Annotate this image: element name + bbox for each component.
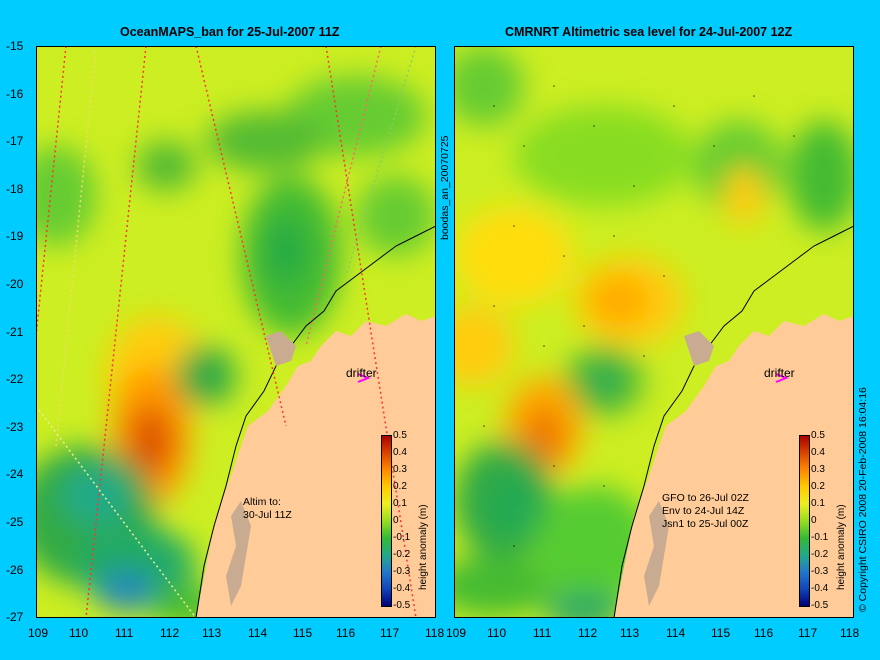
lon-tick: 118 <box>425 626 445 640</box>
lat-tick: -17 <box>6 134 24 148</box>
colorbar-tick: 0.1 <box>393 498 407 509</box>
lat-tick: -26 <box>6 563 24 577</box>
colorbar-tick: -0.1 <box>393 532 411 543</box>
colorbar-tick: 0 <box>393 515 399 526</box>
right-land <box>614 314 854 618</box>
colorbar-tick: -0.5 <box>811 600 829 611</box>
right-colorbar <box>799 435 810 607</box>
colorbar-tick: 0.5 <box>393 430 407 441</box>
colorbar-tick: 0.3 <box>393 464 407 475</box>
lon-tick: 112 <box>578 626 598 640</box>
lon-tick: 116 <box>754 626 774 640</box>
lon-tick: 109 <box>446 626 467 640</box>
colorbar-tick: 0 <box>811 515 817 526</box>
lon-tick: 115 <box>711 626 731 640</box>
right-colorbar-label: height anomaly (m) <box>836 504 847 590</box>
lon-tick: 113 <box>620 626 640 640</box>
colorbar-tick: 0.4 <box>811 447 825 458</box>
lon-tick: 116 <box>336 626 356 640</box>
lon-tick: 111 <box>533 626 552 640</box>
left-drifter-label: drifter <box>346 366 377 380</box>
lat-tick: -23 <box>6 420 24 434</box>
lon-tick: 117 <box>798 626 818 640</box>
lat-tick: -21 <box>6 325 24 339</box>
lon-tick: 110 <box>487 626 507 640</box>
lon-tick: 114 <box>666 626 686 640</box>
lat-tick: -20 <box>6 277 24 291</box>
colorbar-tick: -0.4 <box>811 583 829 594</box>
lon-tick: 109 <box>28 626 49 640</box>
lat-tick: -27 <box>6 610 24 624</box>
colorbar-tick: 0.2 <box>393 481 407 492</box>
right-sat-note: GFO to 26-Jul 02Z Env to 24-Jul 14Z Jsn1… <box>662 492 749 530</box>
colorbar-tick: 0.1 <box>811 498 825 509</box>
colorbar-tick: -0.1 <box>811 532 829 543</box>
right-map-plot <box>454 46 854 618</box>
colorbar-tick: 0.3 <box>811 464 825 475</box>
colorbar-tick: 0.4 <box>393 447 407 458</box>
lat-tick: -18 <box>6 182 24 196</box>
lat-tick: -15 <box>6 39 24 53</box>
lon-tick: 112 <box>160 626 180 640</box>
lon-tick: 115 <box>293 626 313 640</box>
lat-tick: -19 <box>6 229 24 243</box>
drifter-marker-icon <box>357 373 371 383</box>
right-drifter-label: drifter <box>764 366 795 380</box>
colorbar-tick: -0.2 <box>393 549 411 560</box>
lon-tick: 110 <box>69 626 89 640</box>
drifter-marker-icon <box>775 373 789 383</box>
lat-tick: -25 <box>6 515 24 529</box>
lat-tick: -24 <box>6 467 24 481</box>
colorbar-tick: 0.5 <box>811 430 825 441</box>
right-map-title: CMRNRT Altimetric sea level for 24-Jul-2… <box>505 25 793 39</box>
colorbar-tick: -0.3 <box>811 566 829 577</box>
colorbar-tick: -0.4 <box>393 583 411 594</box>
left-land <box>196 314 436 618</box>
lat-tick: -22 <box>6 372 24 386</box>
lon-tick: 113 <box>202 626 222 640</box>
left-side-label: boodas_an_20070725 <box>439 135 451 240</box>
lon-tick: 118 <box>840 626 860 640</box>
left-altim-note: Altim to: 30-Jul 11Z <box>243 496 292 521</box>
left-map-plot <box>36 46 436 618</box>
colorbar-tick: -0.5 <box>393 600 411 611</box>
left-map-title: OceanMAPS_ban for 25-Jul-2007 11Z <box>120 25 340 39</box>
left-colorbar-label: height anomaly (m) <box>418 504 429 590</box>
colorbar-tick: -0.2 <box>811 549 829 560</box>
copyright-label: © Copyright CSIRO 2008 20-Feb-2008 16:04… <box>857 387 869 612</box>
left-colorbar <box>381 435 392 607</box>
colorbar-tick: -0.3 <box>393 566 411 577</box>
colorbar-tick: 0.2 <box>811 481 825 492</box>
lat-tick: -16 <box>6 87 24 101</box>
lon-tick: 114 <box>248 626 268 640</box>
lon-tick: 111 <box>115 626 134 640</box>
lon-tick: 117 <box>380 626 400 640</box>
